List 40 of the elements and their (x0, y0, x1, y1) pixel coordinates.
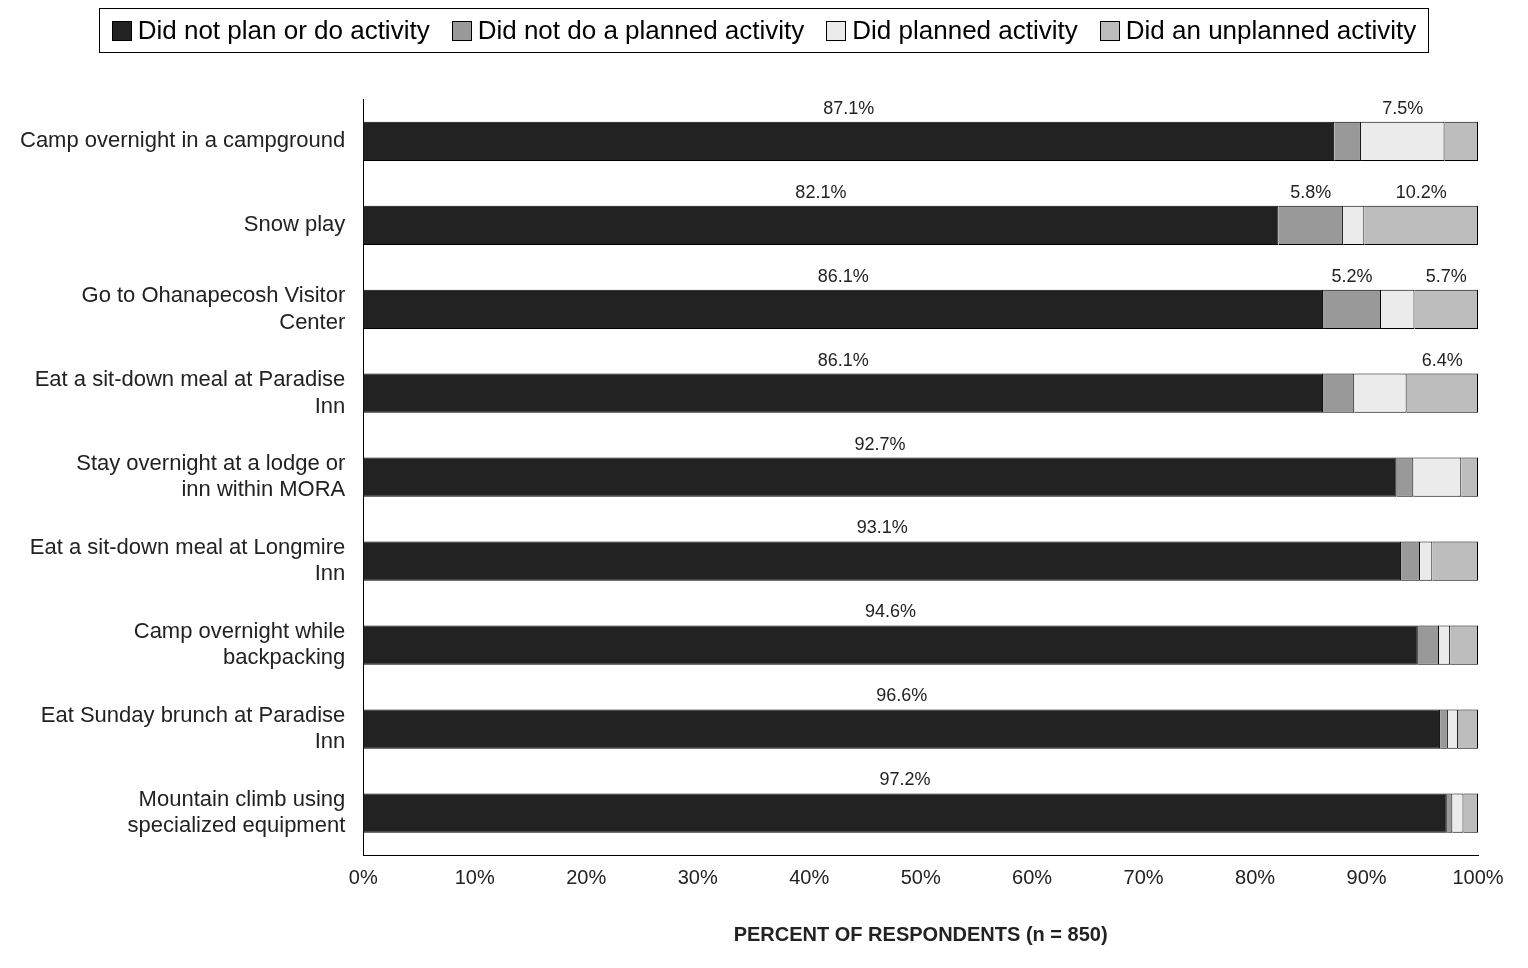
x-tick-label: 90% (1346, 865, 1387, 888)
x-tick-label: 40% (789, 865, 830, 888)
x-tick-label: 100% (1452, 865, 1504, 888)
y-tick-label: Camp overnight while backpacking (133, 617, 346, 670)
y-tick-label: Eat a sit-down meal at Paradise Inn (34, 366, 346, 418)
x-tick-label: 50% (900, 865, 941, 888)
legend-label: Did an unplanned activity (1125, 15, 1417, 46)
data-label: 5.8% (1290, 181, 1332, 202)
y-tick-label: Camp overnight in a campground (20, 127, 346, 153)
data-label: 87.1% (823, 97, 875, 118)
y-tick-label: Eat Sunday brunch at Paradise Inn (40, 701, 346, 754)
x-axis-title: PERCENT OF RESPONDENTS (n = 850) (733, 922, 1108, 945)
data-label: 5.2% (1331, 265, 1373, 286)
data-label: 82.1% (795, 181, 847, 202)
y-tick-label: Stay overnight at a lodge or inn within MORA (76, 450, 346, 502)
x-tick-label: 80% (1235, 865, 1276, 888)
data-label: 5.7% (1425, 265, 1467, 286)
legend-label: Did planned activity (852, 15, 1078, 46)
data-label: 93.1% (856, 517, 908, 538)
data-label: 7.5% (1382, 97, 1424, 118)
data-label: 10.2% (1395, 181, 1447, 202)
legend-label: Did not plan or do activity (137, 15, 430, 46)
x-tick-label: 20% (566, 865, 607, 888)
x-tick-label: 70% (1123, 865, 1164, 888)
y-tick-label: Go to Ohanapecosh Visitor Center (81, 282, 346, 334)
data-label: 86.1% (817, 349, 869, 370)
x-tick-label: 0% (348, 865, 378, 888)
y-tick-label: Mountain climb using specialized equipment (127, 785, 346, 838)
y-tick-label: Snow play (243, 211, 346, 237)
data-label: 92.7% (854, 433, 906, 454)
x-tick-label: 30% (677, 865, 718, 888)
x-tick-label: 10% (454, 865, 495, 888)
legend-label: Did not do a planned activity (477, 15, 805, 46)
x-tick-label: 60% (1012, 865, 1053, 888)
data-label: 6.4% (1421, 349, 1463, 370)
data-label: 96.6% (876, 685, 928, 706)
y-tick-label: Eat a sit-down meal at Longmire Inn (29, 534, 346, 586)
data-label: 94.6% (865, 601, 917, 622)
data-label: 86.1% (817, 265, 869, 286)
data-label: 97.2% (879, 769, 931, 790)
